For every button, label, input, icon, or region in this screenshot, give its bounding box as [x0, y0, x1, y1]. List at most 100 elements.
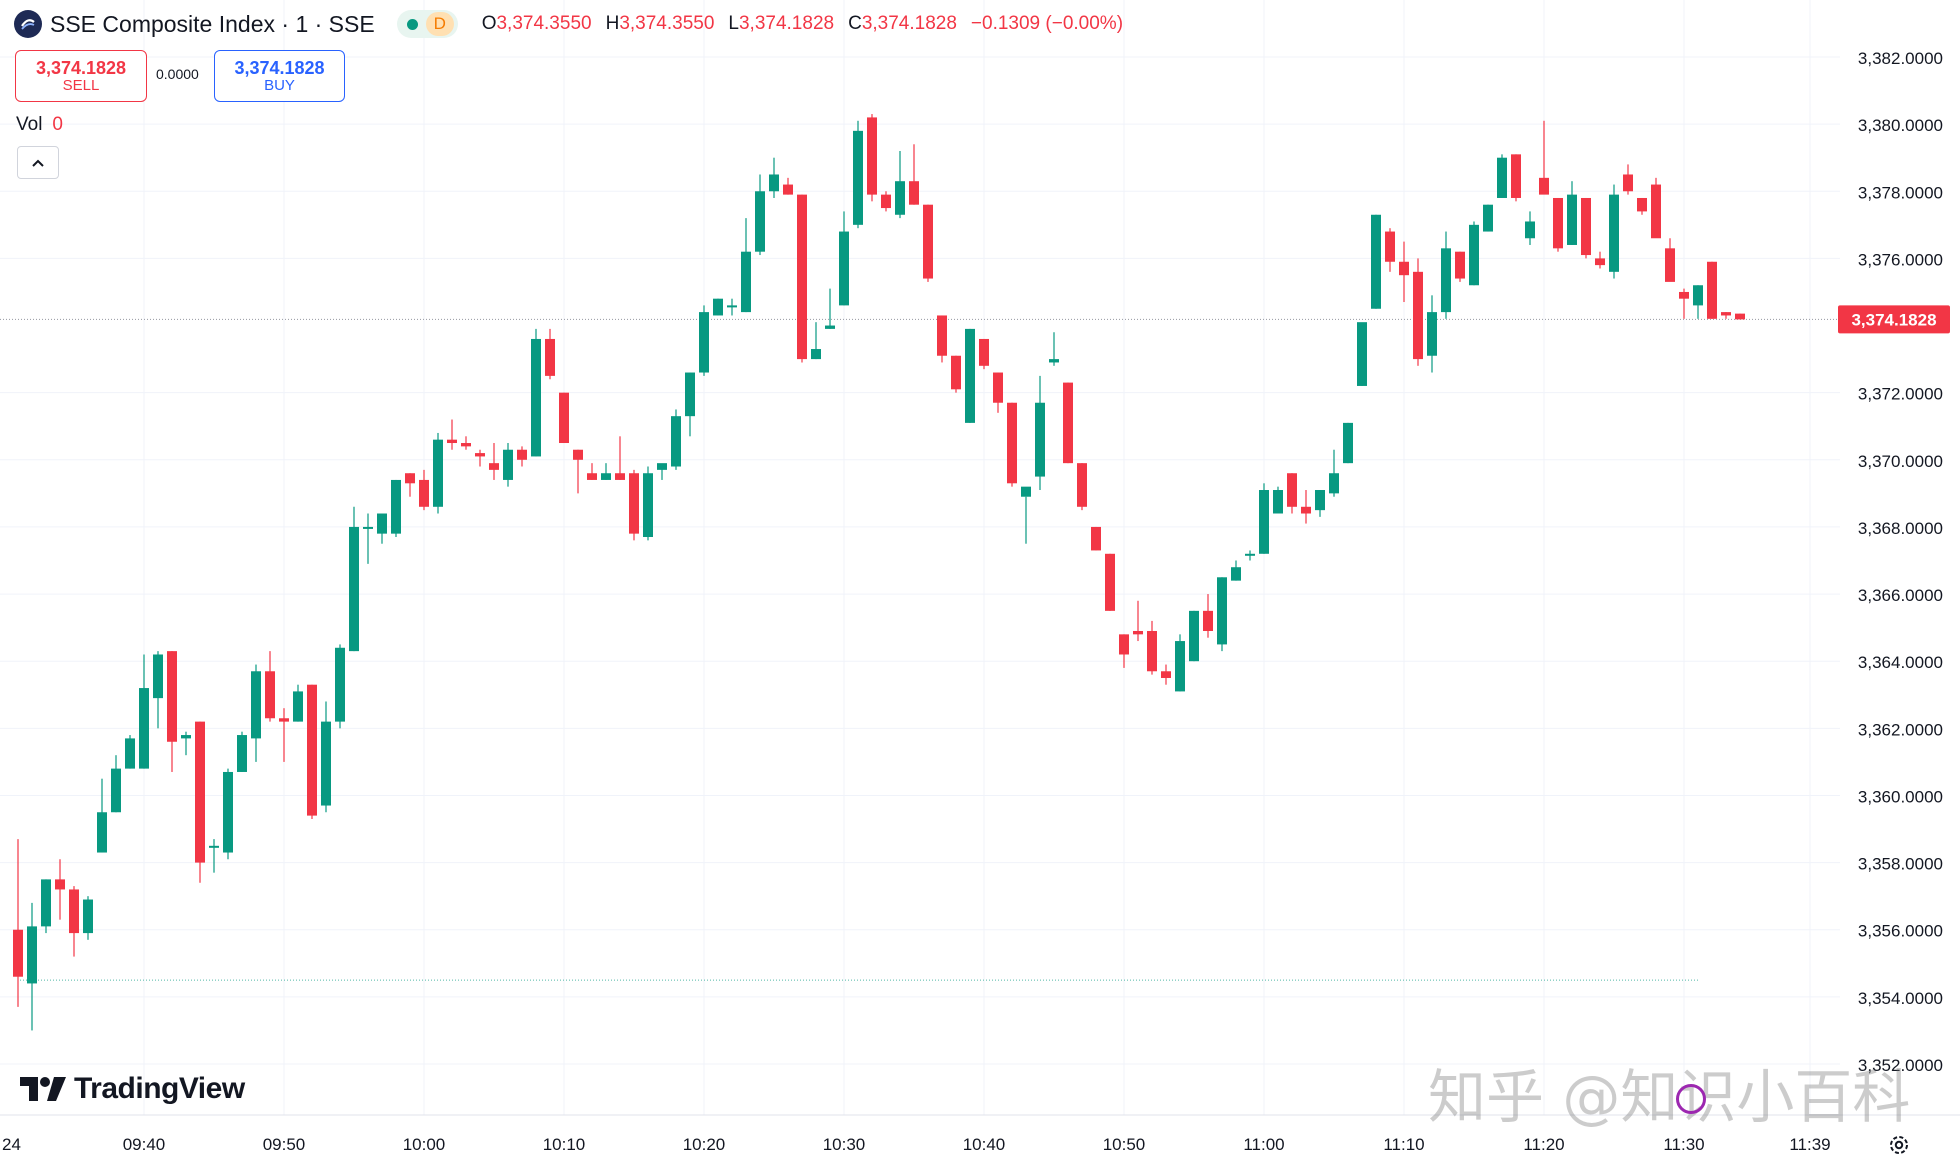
candle-up — [1525, 211, 1535, 245]
candle-up — [1231, 560, 1241, 581]
candle-up — [335, 644, 345, 729]
price-tick-label: 3,372.0000 — [1858, 385, 1943, 404]
candle-body — [1245, 553, 1255, 556]
candle-body — [1091, 526, 1101, 551]
candle-body — [27, 926, 37, 984]
volume-legend: Vol 0 — [16, 114, 63, 136]
candle-body — [923, 204, 933, 279]
candle-up — [1035, 375, 1045, 491]
candle-down — [195, 721, 205, 883]
candle-up — [1609, 184, 1619, 279]
symbol-title[interactable]: SSE Composite Index · 1 · SSE — [50, 10, 375, 37]
settings-gear-icon[interactable] — [1884, 1130, 1914, 1160]
candle-up — [97, 778, 107, 853]
candle-down — [951, 355, 961, 393]
candle-up — [769, 157, 779, 198]
candle-up — [811, 322, 821, 360]
candle-down — [1581, 197, 1591, 259]
candle-up — [209, 839, 219, 873]
candle-body — [1175, 641, 1185, 692]
time-tick-label: 10:20 — [683, 1135, 726, 1154]
candle-body — [1595, 258, 1605, 266]
candle-down — [559, 392, 569, 444]
candle-body — [1651, 184, 1661, 239]
candle-up — [41, 879, 51, 934]
candle-body — [559, 392, 569, 444]
candle-up — [377, 513, 387, 544]
candle-body — [433, 439, 443, 507]
candle-body — [755, 191, 765, 252]
candle-down — [1119, 634, 1129, 668]
price-tick-label: 3,352.0000 — [1858, 1056, 1943, 1075]
candle-up — [741, 218, 751, 313]
candle-up — [1497, 154, 1507, 198]
delayed-data-badge: D — [425, 12, 454, 36]
price-tick-label: 3,364.0000 — [1858, 653, 1943, 672]
ohlc-close: C3,374.1828 — [848, 13, 957, 34]
candle-down — [69, 886, 79, 957]
candle-down — [1133, 600, 1143, 642]
candle-down — [55, 859, 65, 920]
candle-up — [685, 372, 695, 437]
candle-body — [979, 338, 989, 366]
candle-body — [97, 812, 107, 853]
candle-body — [139, 688, 149, 769]
collapse-legend-button[interactable] — [17, 146, 59, 179]
buy-button[interactable]: 3,374.1828 BUY — [214, 50, 345, 102]
ohlc-low: L3,374.1828 — [728, 13, 835, 34]
candle-body — [419, 479, 429, 507]
candle-up — [839, 211, 849, 306]
candle-down — [1637, 197, 1647, 215]
candle-body — [713, 298, 723, 316]
candle-up — [83, 896, 93, 940]
candle-body — [1427, 312, 1437, 356]
candle-body — [251, 671, 261, 739]
volume-value: 0 — [52, 114, 63, 135]
candle-body — [1077, 463, 1087, 507]
candle-up — [965, 328, 975, 423]
sse-logo-icon — [14, 10, 42, 38]
candle-body — [349, 526, 359, 652]
candle-up — [853, 120, 863, 229]
candle-down — [993, 372, 1003, 413]
candle-down — [1105, 553, 1115, 611]
candle-up — [531, 328, 541, 457]
candle-up — [251, 664, 261, 762]
candle-down — [1721, 312, 1731, 319]
candle-body — [279, 718, 289, 722]
candle-down — [1679, 288, 1689, 319]
candle-up — [825, 288, 835, 329]
candle-body — [405, 473, 415, 484]
candle-down — [867, 114, 877, 202]
sell-button[interactable]: 3,374.1828 SELL — [15, 50, 147, 102]
candle-body — [69, 889, 79, 934]
price-tick-label: 3,354.0000 — [1858, 989, 1943, 1008]
candle-body — [629, 473, 639, 534]
candle-down — [1595, 251, 1605, 269]
candle-up — [181, 731, 191, 756]
candle-body — [1469, 224, 1479, 286]
candle-body — [1343, 422, 1353, 464]
candle-down — [1385, 228, 1395, 272]
candle-up — [1273, 486, 1283, 514]
price-change: −0.1309 (−0.00%) — [970, 13, 1124, 34]
candle-down — [587, 463, 597, 480]
candle-body — [909, 181, 919, 205]
candle-body — [223, 771, 233, 853]
market-status-pill[interactable]: D — [396, 10, 458, 38]
candle-down — [1539, 120, 1549, 195]
candle-body — [937, 315, 947, 356]
price-axis: 3,382.0000 3,380.0000 3,378.0000 3,376.0000… — [1858, 49, 1943, 1075]
tradingview-logo[interactable]: TradingView — [20, 1072, 245, 1106]
candle-body — [1707, 261, 1717, 319]
candle-body — [1665, 248, 1675, 282]
candle-body — [1203, 610, 1213, 631]
candle-body — [461, 443, 471, 447]
candle-down — [405, 473, 415, 497]
time-tick-label: 11:39 — [1789, 1135, 1830, 1154]
candle-up — [139, 654, 149, 769]
candle-body — [1413, 271, 1423, 360]
candle-body — [951, 355, 961, 390]
